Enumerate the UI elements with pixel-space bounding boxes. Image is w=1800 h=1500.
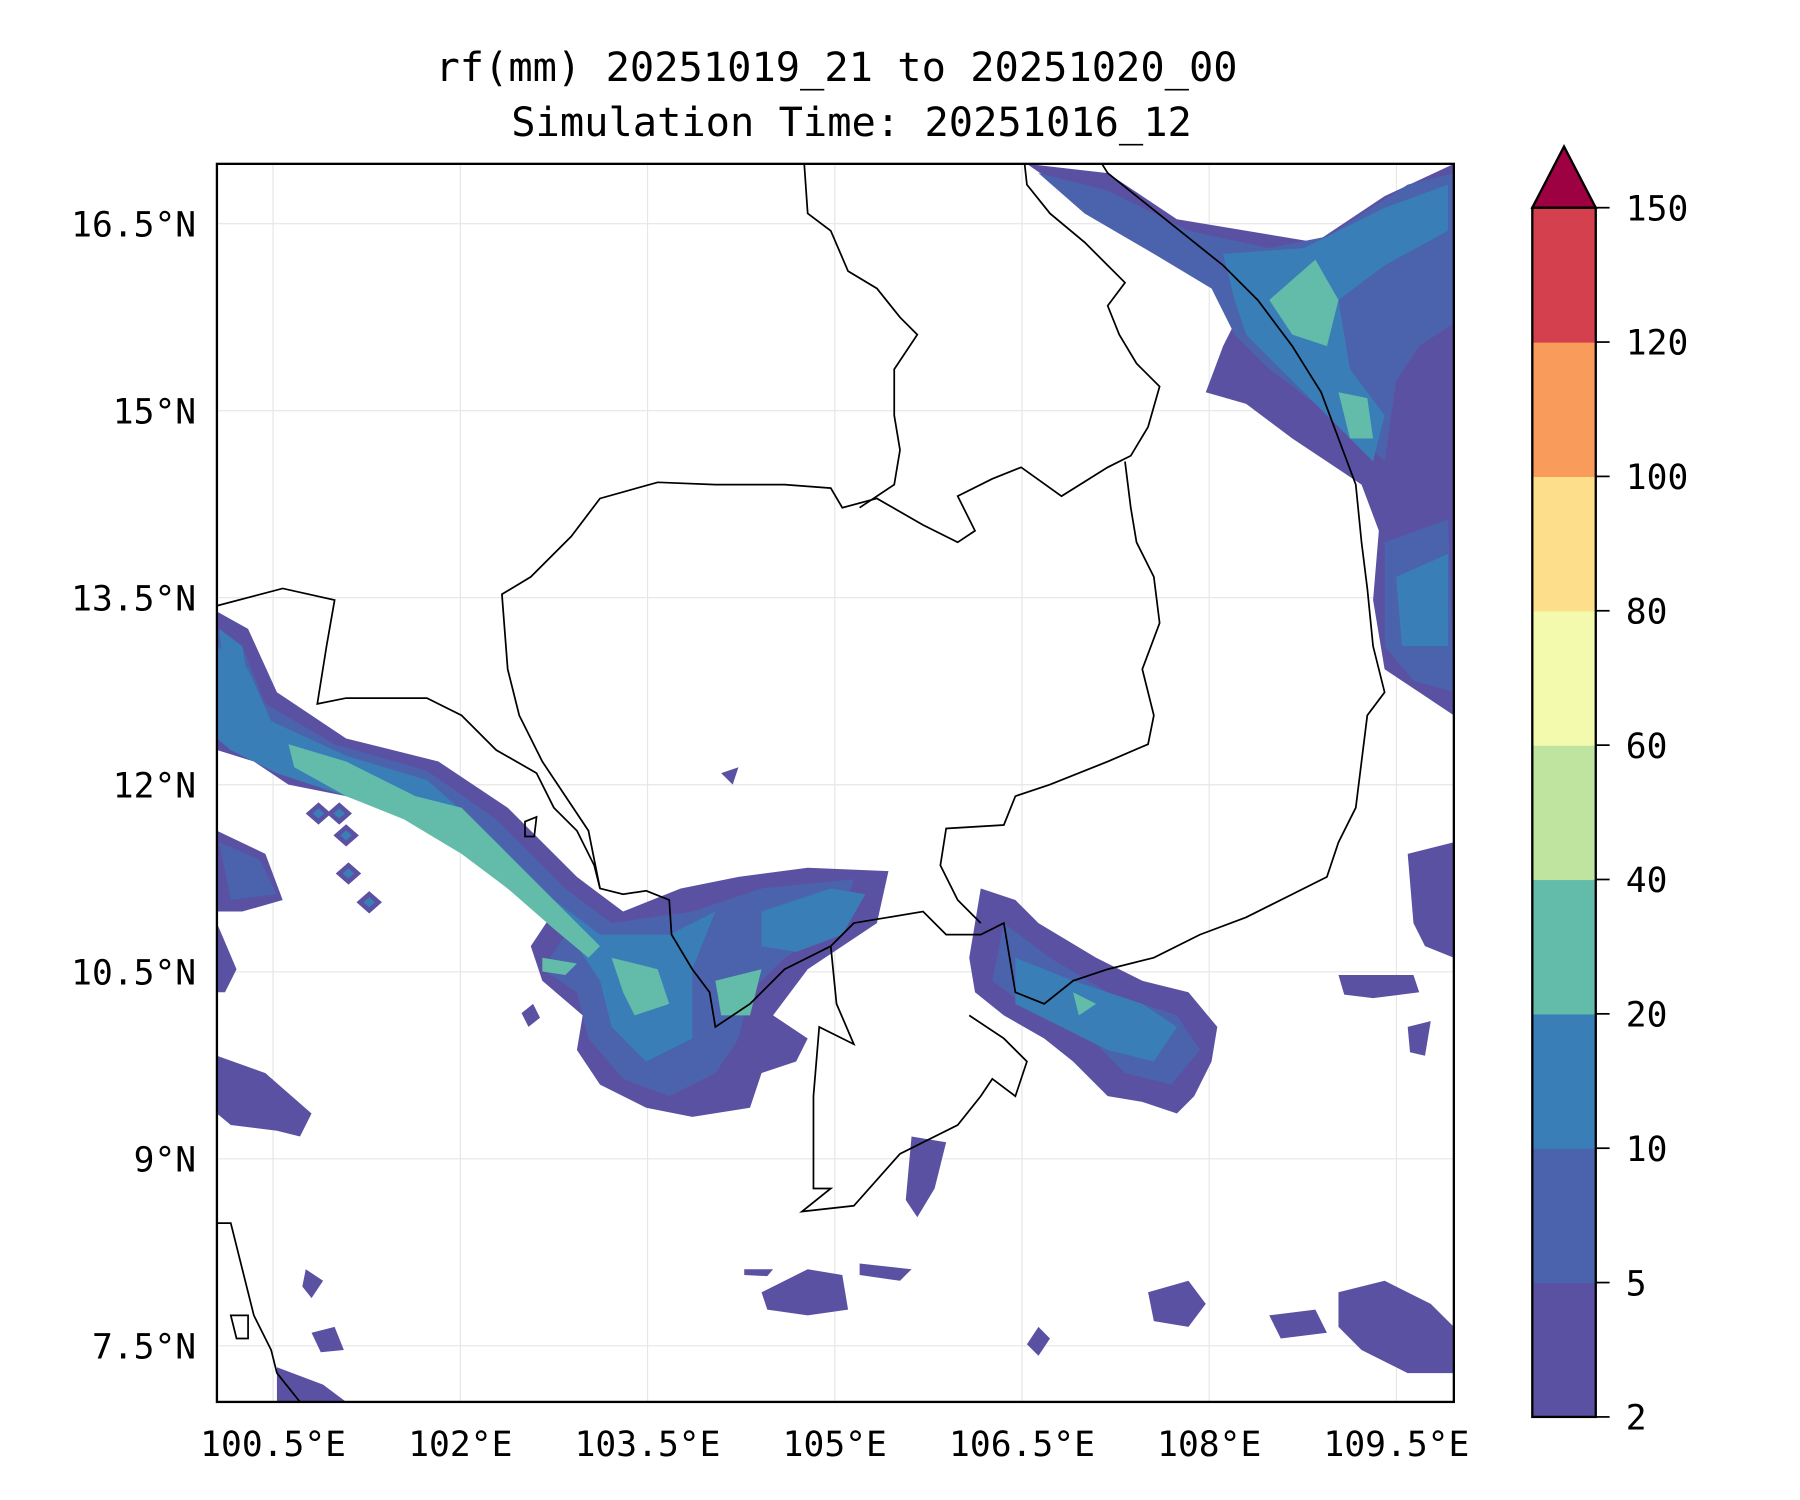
y-tick-label: 12°N: [113, 766, 196, 806]
colorbar-extend-arrow: [1530, 144, 1598, 209]
colorbar-segment-20-40: [1532, 879, 1596, 1015]
colorbar-segment-5-10: [1532, 1148, 1596, 1284]
colorbar-tick-label: 20: [1626, 996, 1668, 1036]
colorbar-tick-label: 120: [1626, 324, 1689, 364]
colorbar-tick-label: 100: [1626, 458, 1689, 498]
chart-subtitle: Simulation Time: 20251016_12: [511, 99, 1192, 146]
colorbar: 2 5 10 20 40 60 80 100 120 150: [1530, 144, 1689, 1439]
rain-level-20-40: [288, 259, 1374, 1016]
x-axis: 100.5°E 102°E 103.5°E 105°E 106.5°E 108°E 109.…: [200, 1425, 1469, 1465]
y-tick-label: 9°N: [134, 1140, 197, 1180]
colorbar-tick-label: 5: [1626, 1264, 1647, 1304]
x-tick-label: 108°E: [1157, 1425, 1261, 1465]
x-tick-label: 109.5°E: [1324, 1425, 1470, 1465]
colorbar-tick-label: 2: [1626, 1399, 1647, 1439]
colorbar-segment-80-100: [1532, 476, 1596, 612]
x-tick-label: 102°E: [408, 1425, 512, 1465]
x-tick-label: 103.5°E: [575, 1425, 721, 1465]
rain-level-10-20: [216, 184, 1449, 1062]
chart-title: rf(mm) 20251019_21 to 20251020_00: [435, 44, 1237, 91]
colorbar-segment-2-5: [1532, 1282, 1596, 1418]
colorbar-segment-40-60: [1532, 745, 1596, 881]
x-tick-label: 100.5°E: [200, 1425, 346, 1465]
y-tick-label: 7.5°N: [92, 1328, 196, 1368]
y-tick-label: 16.5°N: [71, 205, 196, 245]
coastlines-and-borders: [216, 163, 1386, 1402]
colorbar-segment-10-20: [1532, 1013, 1596, 1149]
colorbar-tick-label: 40: [1626, 861, 1668, 901]
colorbar-tick-label: 80: [1626, 592, 1668, 632]
y-tick-label: 15°N: [113, 392, 196, 432]
y-tick-label: 13.5°N: [71, 579, 196, 619]
y-axis: 16.5°N 15°N 13.5°N 12°N 10.5°N 9°N 7.5°N: [71, 205, 196, 1367]
y-tick-label: 10.5°N: [71, 953, 196, 993]
x-tick-label: 105°E: [783, 1425, 887, 1465]
colorbar-segment-60-80: [1532, 610, 1596, 746]
x-tick-label: 106.5°E: [949, 1425, 1095, 1465]
axes-frame: [215, 162, 1455, 1404]
rain-isolated-cells: [305, 802, 382, 914]
colorbar-segment-100-120: [1532, 342, 1596, 477]
colorbar-tick-label: 150: [1626, 189, 1689, 229]
rainfall-contours: [216, 163, 1454, 1402]
colorbar-segment-120-150: [1532, 207, 1596, 343]
colorbar-tick-label: 10: [1626, 1130, 1668, 1170]
colorbar-tick-label: 60: [1626, 727, 1668, 767]
colorbar-frame: [1531, 206, 1597, 1419]
